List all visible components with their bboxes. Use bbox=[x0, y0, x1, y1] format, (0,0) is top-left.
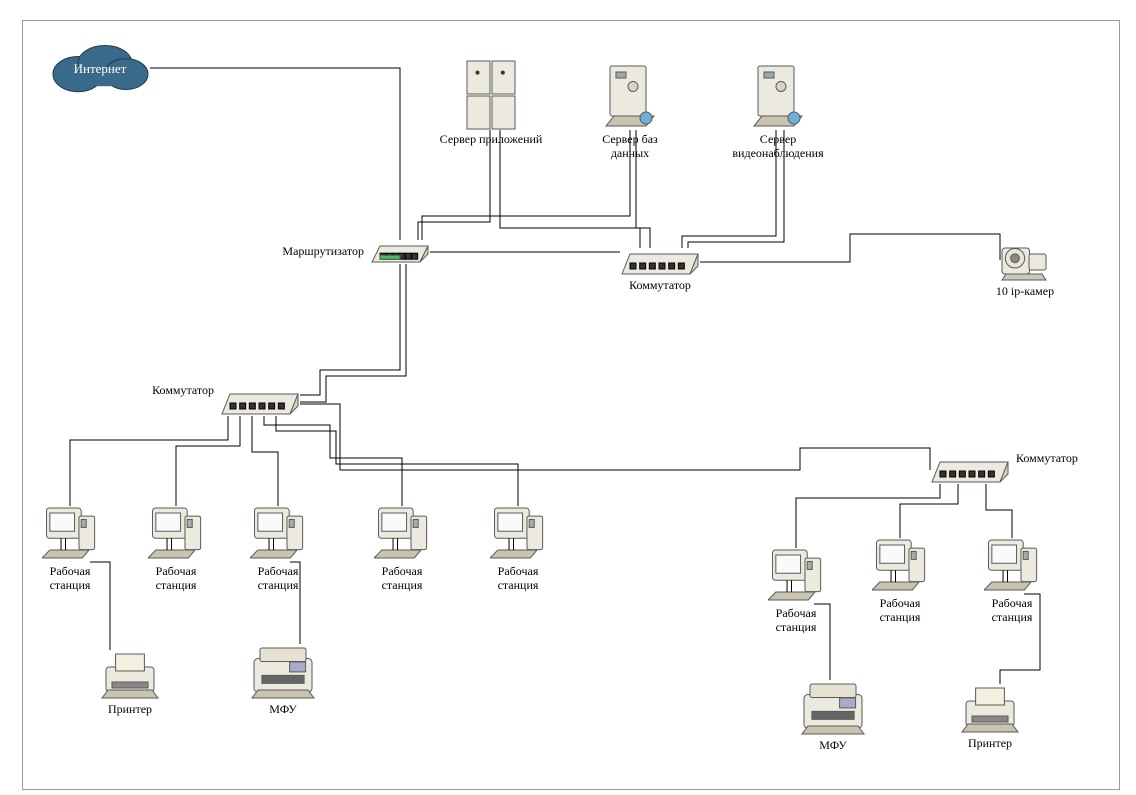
node-printer1: Принтер bbox=[100, 650, 160, 717]
workstation-icon bbox=[250, 506, 306, 562]
node-label: Рабочая станция bbox=[121, 565, 231, 593]
node-label: Рабочая станция bbox=[15, 565, 125, 593]
printer-icon bbox=[960, 684, 1020, 734]
node-ws7: Рабочая станция bbox=[872, 538, 928, 625]
node-label: Коммутатор bbox=[152, 384, 214, 398]
node-label: МФУ bbox=[778, 739, 888, 753]
edge bbox=[70, 416, 228, 506]
node-router: Маршрутизатор bbox=[370, 240, 430, 264]
node-label: Рабочая станция bbox=[741, 607, 851, 635]
edge bbox=[150, 68, 400, 240]
node-label: Интернет bbox=[50, 61, 150, 77]
edge bbox=[900, 484, 958, 538]
node-label: Сервер приложений bbox=[436, 133, 546, 147]
node-label: Рабочая станция bbox=[347, 565, 457, 593]
node-label: Принтер bbox=[935, 737, 1045, 751]
switch-icon bbox=[930, 456, 1010, 484]
node-mfu1: МФУ bbox=[250, 644, 316, 717]
node-label: Рабочая станция bbox=[463, 565, 573, 593]
node-label: Рабочая станция bbox=[223, 565, 333, 593]
node-label: Коммутатор bbox=[605, 279, 715, 293]
camera-icon bbox=[1000, 238, 1050, 282]
edge bbox=[300, 264, 406, 402]
edge bbox=[700, 234, 1000, 262]
mfu-icon bbox=[250, 644, 316, 700]
node-ws4: Рабочая станция bbox=[374, 506, 430, 593]
edge bbox=[300, 404, 930, 470]
node-label: 10 ip-камер bbox=[970, 285, 1080, 299]
node-ws3: Рабочая станция bbox=[250, 506, 306, 593]
node-vidserver: Сервер видеонаблюдения bbox=[748, 62, 808, 161]
workstation-icon bbox=[872, 538, 928, 594]
node-label: Рабочая станция bbox=[957, 597, 1067, 625]
node-label: Сервер видеонаблюдения bbox=[723, 133, 833, 161]
workstation-icon bbox=[374, 506, 430, 562]
node-switch2: Коммутатор bbox=[220, 388, 300, 416]
diagram-canvas: Интернет Сервер приложений Сервер баз данн… bbox=[0, 0, 1136, 795]
node-label: Сервер баз данных bbox=[575, 133, 685, 161]
server-icon bbox=[748, 62, 808, 130]
printer-icon bbox=[100, 650, 160, 700]
node-label: Маршрутизатор bbox=[282, 245, 364, 259]
workstation-icon bbox=[148, 506, 204, 562]
node-label: Рабочая станция bbox=[845, 597, 955, 625]
node-switch3: Коммутатор bbox=[930, 456, 1010, 484]
node-ws8: Рабочая станция bbox=[984, 538, 1040, 625]
router-icon bbox=[370, 240, 430, 264]
switch-icon bbox=[220, 388, 300, 416]
workstation-icon bbox=[768, 548, 824, 604]
edge bbox=[264, 416, 402, 506]
node-ws6: Рабочая станция bbox=[768, 548, 824, 635]
server-rack-icon bbox=[466, 60, 516, 130]
node-appserver: Сервер приложений bbox=[466, 60, 516, 147]
workstation-icon bbox=[984, 538, 1040, 594]
mfu-icon bbox=[800, 680, 866, 736]
node-mfu2: МФУ bbox=[800, 680, 866, 753]
node-label: Коммутатор bbox=[1016, 452, 1078, 466]
workstation-icon bbox=[42, 506, 98, 562]
node-ws1: Рабочая станция bbox=[42, 506, 98, 593]
edge bbox=[986, 484, 1012, 538]
node-switch1: Коммутатор bbox=[620, 248, 700, 293]
edge bbox=[252, 416, 278, 506]
server-icon bbox=[600, 62, 660, 130]
node-dbserver: Сервер баз данных bbox=[600, 62, 660, 161]
edge bbox=[276, 416, 518, 506]
workstation-icon bbox=[490, 506, 546, 562]
node-printer2: Принтер bbox=[960, 684, 1020, 751]
node-internet: Интернет bbox=[50, 40, 150, 95]
node-ws5: Рабочая станция bbox=[490, 506, 546, 593]
node-ws2: Рабочая станция bbox=[148, 506, 204, 593]
node-label: Принтер bbox=[75, 703, 185, 717]
edge bbox=[176, 416, 240, 506]
edge bbox=[300, 264, 400, 395]
switch-icon bbox=[620, 248, 700, 276]
node-camera: 10 ip-камер bbox=[1000, 238, 1050, 299]
node-label: МФУ bbox=[228, 703, 338, 717]
